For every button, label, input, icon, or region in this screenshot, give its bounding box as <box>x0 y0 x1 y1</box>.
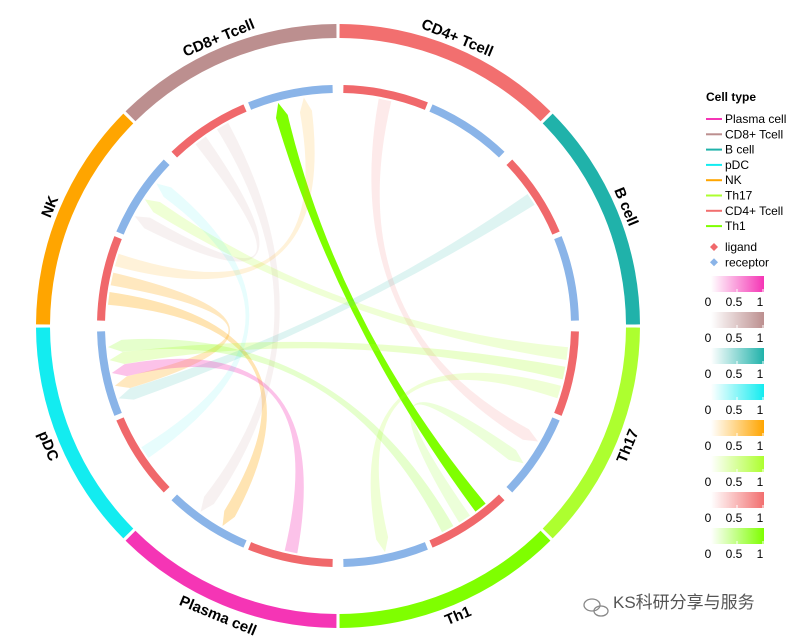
legend-label: Th1 <box>725 219 746 233</box>
colorbar-tick-label: 0 <box>705 403 712 417</box>
colorbar-tick-label: 0.5 <box>726 475 743 489</box>
legend-label: CD4+ Tcell <box>725 204 783 218</box>
sector-arc <box>542 327 640 539</box>
colorbar-tick-label: 0.5 <box>726 403 743 417</box>
legend-label: pDC <box>725 158 749 172</box>
colorbar-tick-label: 0 <box>705 295 712 309</box>
sector-arc <box>125 24 337 122</box>
chord <box>118 193 535 400</box>
chord <box>200 122 280 512</box>
colorbar-tick-label: 1 <box>757 295 764 309</box>
ligand-segment <box>248 542 333 567</box>
colorbar <box>711 420 764 436</box>
legend-label: Th17 <box>725 189 753 203</box>
colorbar-tick-label: 0.5 <box>726 439 743 453</box>
sector-arc <box>542 113 640 325</box>
legend-label: NK <box>725 173 742 187</box>
legend-label: Plasma cell <box>725 112 786 126</box>
ligand-segment <box>429 494 505 548</box>
chord <box>134 136 260 262</box>
ligand-segment <box>171 104 247 158</box>
colorbar-tick-label: 1 <box>757 403 764 417</box>
chord <box>114 97 315 280</box>
receptor-segment <box>97 331 122 416</box>
sector-arc <box>36 327 134 539</box>
colorbar-tick-label: 0 <box>705 511 712 525</box>
colorbar-tick-label: 1 <box>757 511 764 525</box>
ligand-segment <box>506 159 560 235</box>
watermark: KS科研分享与服务 <box>613 593 755 612</box>
chord <box>109 341 566 380</box>
chord <box>410 402 524 523</box>
ligand-segment <box>97 236 122 321</box>
sector-arc <box>36 113 134 325</box>
legend-diamond <box>710 258 718 267</box>
colorbar-tick-label: 1 <box>757 331 764 345</box>
colorbar-tick-label: 0 <box>705 367 712 381</box>
colorbar-tick-label: 0 <box>705 475 712 489</box>
receptor-segment <box>506 417 560 493</box>
watermark-icon <box>583 598 609 617</box>
chord <box>370 372 562 553</box>
colorbar <box>711 384 764 400</box>
chord <box>144 199 569 361</box>
colorbar <box>711 348 764 364</box>
colorbar-tick-label: 0 <box>705 439 712 453</box>
legend-label: ligand <box>725 240 757 254</box>
colorbar <box>711 276 764 292</box>
ligand-segment <box>116 417 170 493</box>
colorbar-tick-label: 0.5 <box>726 331 743 345</box>
legend-label: B cell <box>725 143 754 157</box>
legend-diamond <box>710 243 718 251</box>
colorbar-tick-label: 1 <box>757 547 764 561</box>
ligand-segment <box>554 331 579 416</box>
colorbar-tick-label: 0 <box>705 547 712 561</box>
colorbar-tick-label: 1 <box>757 475 764 489</box>
legend-label: receptor <box>725 255 769 269</box>
colorbar <box>711 312 764 328</box>
colorbar-tick-label: 0 <box>705 331 712 345</box>
receptor-segment <box>116 159 170 235</box>
colorbar <box>711 528 764 544</box>
colorbar-tick-label: 0.5 <box>726 295 743 309</box>
chord <box>110 272 230 388</box>
colorbar <box>711 456 764 472</box>
sector-arc <box>339 24 551 122</box>
receptor-segment <box>248 85 333 110</box>
links <box>107 97 569 554</box>
chord <box>141 183 250 459</box>
legend-label: CD8+ Tcell <box>725 127 783 141</box>
sector-arc <box>125 530 337 628</box>
receptor-segment <box>171 494 247 548</box>
chord <box>107 338 454 533</box>
colorbar-tick-label: 0.5 <box>726 367 743 381</box>
receptor-segment <box>429 104 505 158</box>
colorbar-tick-label: 1 <box>757 367 764 381</box>
ligand-segment <box>343 85 428 110</box>
legend-title: Cell type <box>706 90 756 104</box>
chord <box>107 291 267 527</box>
colorbar <box>711 492 764 508</box>
receptor-segment <box>343 542 428 567</box>
receptor-segment <box>554 236 579 321</box>
colorbar-tick-label: 0.5 <box>726 511 743 525</box>
colorbar-tick-label: 1 <box>757 439 764 453</box>
colorbar-tick-label: 0.5 <box>726 547 743 561</box>
sector-arc <box>339 530 551 628</box>
